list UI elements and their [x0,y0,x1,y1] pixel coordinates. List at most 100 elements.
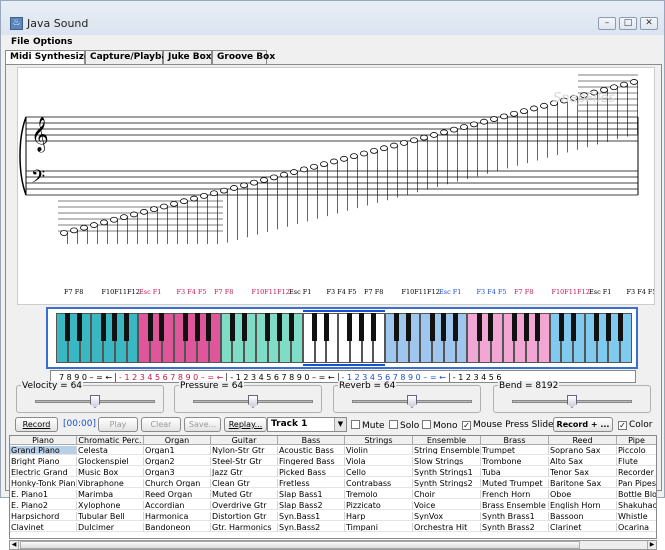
instrument-cell[interactable]: Violin [345,446,413,455]
black-key[interactable] [453,313,459,341]
instrument-cell[interactable]: Church Organ [144,479,211,488]
horizontal-scrollbar[interactable]: ◀ ▶ [9,540,657,550]
instrument-cell[interactable]: Pan Pipes [617,479,657,488]
reverb-slider[interactable] [407,395,417,408]
record-plus-button[interactable]: Record + ... [553,417,613,432]
instrument-cell[interactable]: Synth Brass2 [481,523,549,532]
instrument-cell[interactable]: Voice [413,501,481,510]
instrument-cell[interactable]: Xylophone [77,501,144,510]
black-key[interactable] [112,313,118,341]
instrument-cell[interactable]: Steel-Str Gtr [211,457,278,466]
instrument-cell[interactable]: Distortion Gtr [211,512,278,521]
black-key[interactable] [429,313,435,341]
close-icon[interactable]: ✕ [640,17,658,30]
instrument-cell[interactable]: Dulcimer [77,523,144,532]
instrument-cell[interactable]: Honky-Tonk Piano [10,479,77,488]
column-header[interactable]: Chromatic Perc. [77,436,144,445]
tab-midi-synthesizer[interactable]: Midi Synthesizer [5,50,95,65]
tab-capture-playback[interactable]: Capture/Playback [85,50,179,64]
instrument-cell[interactable]: Whistle [617,512,656,521]
black-key[interactable] [488,313,494,341]
black-key[interactable] [511,313,517,341]
instrument-cell[interactable]: Vibraphone [77,479,144,488]
black-key[interactable] [535,313,541,341]
play-button[interactable]: Play [98,417,138,432]
black-key[interactable] [65,313,71,341]
instrument-cell[interactable]: Flute [617,457,656,466]
title-bar[interactable]: ♨ Java Sound – □ ✕ [1,1,664,35]
mute-checkbox[interactable]: Mute [351,420,385,431]
instrument-cell[interactable]: Synth Strings2 [413,479,481,488]
chevron-down-icon[interactable]: ▼ [334,418,346,431]
instrument-cell[interactable]: Viola [345,457,413,466]
column-header[interactable]: Piano [10,436,77,445]
black-key[interactable] [182,313,188,341]
column-header[interactable]: Organ [144,436,211,445]
instrument-cell[interactable]: Slow Strings [413,457,481,466]
instrument-cell[interactable]: Electric Grand [10,468,77,477]
instrument-cell[interactable]: Acoustic Bass [278,446,345,455]
tab-groove-box[interactable]: Groove Box [212,50,275,64]
instrument-cell[interactable]: Ocarina [617,523,656,532]
black-key[interactable] [276,313,282,341]
instrument-cell[interactable]: E. Piano2 [10,501,77,510]
color-checkbox[interactable]: ✓ Color [618,420,653,430]
column-header[interactable]: Brass [481,436,549,445]
instrument-cell[interactable]: Grand Piano [10,446,77,455]
instrument-cell[interactable]: Alto Sax [549,457,617,466]
instrument-cell[interactable]: Harpsichord [10,512,77,521]
column-header[interactable]: Strings [345,436,413,445]
instrument-cell[interactable]: Bandoneon [144,523,211,532]
instrument-cell[interactable]: Shakuhachi [617,501,657,510]
minimize-icon[interactable]: – [598,17,616,30]
black-key[interactable] [323,313,329,341]
instrument-cell[interactable]: SynVox [413,512,481,521]
instrument-cell[interactable]: English Horn [549,501,617,510]
velocity-slider[interactable] [90,395,100,408]
column-header[interactable]: Bass [278,436,345,445]
bend-slider[interactable] [567,395,577,408]
mouse-press-slide-checkbox[interactable]: ✓ Mouse Press Slide [462,420,554,430]
instrument-cell[interactable]: Syn.Bass1 [278,512,345,521]
instrument-cell[interactable]: Brass Ensemble [481,501,549,510]
replay-button[interactable]: Replay... [224,417,267,432]
instrument-cell[interactable]: Trombone [481,457,549,466]
clear-button[interactable]: Clear [141,417,181,432]
instrument-cell[interactable]: Syn.Bass2 [278,523,345,532]
instrument-cell[interactable]: Bright Piano [10,457,77,466]
instrument-cell[interactable]: Clavinet [10,523,77,532]
instrument-cell[interactable]: Gtr. Harmonics [211,523,278,532]
black-key[interactable] [265,313,271,341]
instrument-cell[interactable]: Contrabass [345,479,413,488]
solo-checkbox[interactable]: Solo [389,420,419,431]
black-key[interactable] [124,313,130,341]
instrument-cell[interactable]: Timpani [345,523,413,532]
black-key[interactable] [288,313,294,341]
black-key[interactable] [558,313,564,341]
instrument-cell[interactable]: Soprano Sax [549,446,617,455]
instrument-cell[interactable]: Organ1 [144,446,211,455]
black-key[interactable] [370,313,376,341]
pressure-slider[interactable] [248,395,258,408]
instrument-cell[interactable]: Clean Gtr [211,479,278,488]
instrument-cell[interactable]: Organ2 [144,457,211,466]
instrument-cell[interactable]: Orchestra Hit [413,523,481,532]
tab-juke-box[interactable]: Juke Box [163,50,212,64]
column-header[interactable]: Pipe [617,436,656,445]
black-key[interactable] [206,313,212,341]
instrument-cell[interactable]: Tenor Sax [549,468,617,477]
track-select[interactable]: Track 1 ▼ [267,417,347,432]
black-key[interactable] [523,313,529,341]
instrument-cell[interactable]: Nylon-Str Gtr [211,446,278,455]
instrument-cell[interactable]: Trumpet [481,446,549,455]
black-key[interactable] [406,313,412,341]
instrument-cell[interactable]: Pizzicato [345,501,413,510]
instrument-cell[interactable]: Tuba [481,468,549,477]
instrument-cell[interactable]: Celesta [77,446,144,455]
instrument-cell[interactable]: Bassoon [549,512,617,521]
instrument-cell[interactable]: Slap Bass2 [278,501,345,510]
instrument-cell[interactable]: Accordian [144,501,211,510]
instrument-cell[interactable]: Overdrive Gtr [211,501,278,510]
black-key[interactable] [100,313,106,341]
column-header[interactable]: Ensemble [413,436,481,445]
